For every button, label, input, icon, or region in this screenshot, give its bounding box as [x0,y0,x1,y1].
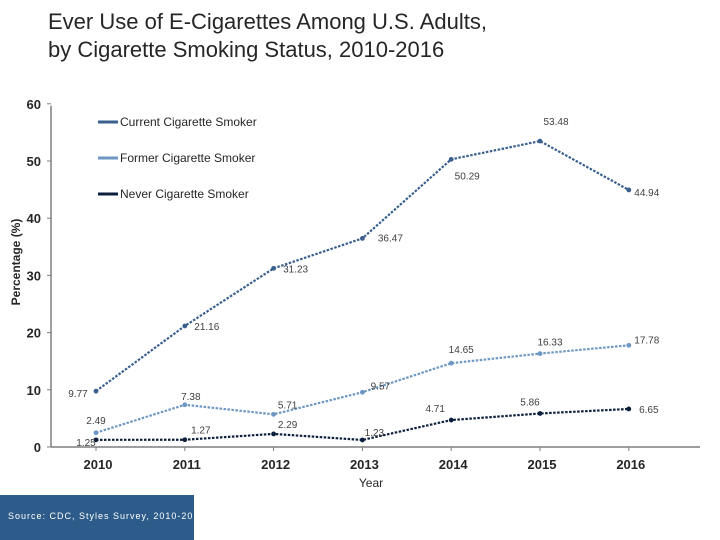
data-point-former-smoker [626,342,632,348]
legend-item-current-smoker: Current Cigarette Smoker [98,115,257,129]
data-label-never-smoker: 2.29 [278,420,298,431]
series-line-former-smoker [95,344,629,434]
data-point-never-smoker [537,411,543,416]
chart-data-labels: 9.77 21.16 31.23 36.47 50.29 53.48 44.94 2.49 7.… [68,117,659,449]
y-tick-label: 10 [27,383,41,398]
data-label-current-smoker: 50.29 [455,171,480,182]
data-point-current-smoker [537,138,543,144]
data-point-former-smoker [182,402,188,408]
data-point-current-smoker [360,235,365,241]
data-point-never-smoker [93,437,99,443]
data-label-never-smoker: 1.27 [191,426,211,437]
series-former-smoker [93,342,632,436]
data-label-former-smoker: 14.65 [449,345,474,356]
data-label-former-smoker: 9.57 [371,381,391,392]
data-label-former-smoker: 16.33 [537,338,562,349]
data-label-current-smoker: 9.77 [68,389,88,400]
data-label-former-smoker: 7.38 [181,392,201,403]
data-point-former-smoker [93,430,99,436]
data-point-current-smoker [271,265,276,271]
data-label-current-smoker: 36.47 [378,233,403,244]
y-tick-label: 0 [34,440,41,455]
y-tick-label: 20 [27,326,41,341]
series-never-smoker [93,406,632,443]
data-label-current-smoker: 53.48 [543,117,568,128]
data-point-current-smoker [182,323,188,329]
chart-title: Ever Use of E-Cigarettes Among U.S. Adul… [48,8,648,64]
x-tick-label: 2012 [261,457,290,472]
data-point-never-smoker [626,406,632,412]
legend-label-current-smoker: Current Cigarette Smoker [120,115,257,129]
chart-legend: Current Cigarette Smoker Former Cigarette… [98,115,257,201]
chart-title-line-2: by Cigarette Smoking Status, 2010-2016 [48,37,445,62]
y-tick-label: 30 [27,268,41,283]
x-tick-label: 2011 [173,457,201,472]
data-label-current-smoker: 21.16 [194,322,219,333]
data-label-never-smoker: 6.65 [639,405,659,416]
x-tick-label: 2016 [616,457,645,472]
series-current-smoker [93,138,632,394]
source-text: Source: CDC, Styles Survey, 2010-2016 [8,511,206,521]
legend-item-former-smoker: Former Cigarette Smoker [98,151,255,165]
y-tick-label: 60 [27,97,41,112]
data-label-never-smoker: 1.25 [76,438,96,449]
data-point-former-smoker [448,360,454,366]
data-label-never-smoker: 4.71 [425,404,445,415]
data-point-current-smoker [448,156,454,162]
data-label-never-smoker: 1.23 [365,428,385,439]
data-point-former-smoker [537,351,543,356]
chart-title-line-1: Ever Use of E-Cigarettes Among U.S. Adul… [48,9,487,34]
data-point-never-smoker [182,437,188,443]
y-tick-label: 50 [27,154,41,169]
data-point-never-smoker [271,431,276,437]
source-footer [0,495,194,540]
x-tick-label: 2014 [439,457,469,472]
data-label-former-smoker: 17.78 [634,335,659,346]
series-line-never-smoker [95,407,629,442]
data-label-former-smoker: 2.49 [86,416,106,427]
data-point-current-smoker [626,187,632,193]
x-tick-label: 2015 [528,457,557,472]
x-axis-title: Year [359,476,383,490]
data-point-never-smoker [448,417,454,423]
chart-axes: 0 10 20 30 40 50 60 2010 2011 2012 2013 2014 2015 201… [9,97,700,490]
data-point-former-smoker [360,389,365,395]
legend-label-former-smoker: Former Cigarette Smoker [120,151,255,165]
legend-item-never-smoker: Never Cigarette Smoker [98,187,249,201]
data-label-never-smoker: 5.86 [520,397,540,408]
x-tick-label: 2013 [350,457,379,472]
chart-series [93,138,632,443]
legend-label-never-smoker: Never Cigarette Smoker [120,187,249,201]
data-label-former-smoker: 5.71 [278,400,298,411]
data-label-current-smoker: 31.23 [283,264,308,275]
y-tick-label: 40 [27,211,41,226]
x-tick-label: 2010 [84,457,113,472]
data-point-former-smoker [271,411,276,417]
data-label-current-smoker: 44.94 [634,188,659,199]
data-point-never-smoker [360,437,365,443]
y-axis-title: Percentage (%) [9,219,23,306]
data-point-current-smoker [93,388,99,394]
